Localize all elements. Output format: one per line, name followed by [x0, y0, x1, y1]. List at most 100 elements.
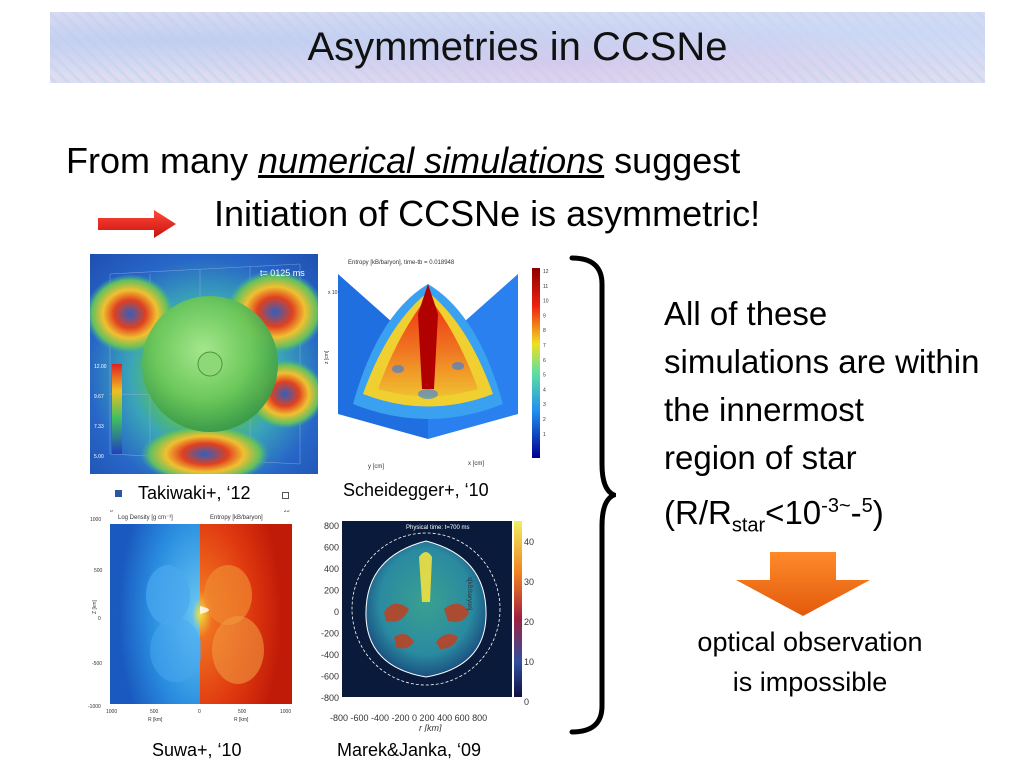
suwa-y-tick-neg1000: -1000 — [88, 704, 101, 710]
scheidegger-cbar-tick: 9 — [543, 313, 546, 319]
right-curly-brace-icon — [569, 255, 616, 735]
suwa-render: Log Density [g cm⁻³] Entropy [kB/baryon]… — [88, 510, 292, 723]
marek-cbar-tick: 40 — [524, 537, 534, 547]
radius-dash: - — [850, 494, 862, 531]
radius-close: ) — [872, 494, 884, 531]
scheidegger-cbar-tick: 1 — [543, 432, 546, 438]
marek-cbar-tick: 10 — [524, 657, 534, 667]
takiwaki-cb-bot: 5.00 — [94, 454, 104, 460]
radius-open: (R/R — [664, 494, 732, 531]
marek-colorbar-ticks: 40 30 20 10 0 — [524, 537, 534, 707]
red-arrow-icon — [98, 210, 176, 238]
marek-x-label: r [km] — [419, 723, 442, 732]
suwa-x-tick-500-left: 500 — [150, 709, 159, 715]
suwa-x-tick-0: 0 — [198, 709, 201, 715]
scheidegger-cbar-tick: 10 — [543, 299, 549, 305]
suwa-cb-left: 6 — [110, 510, 113, 514]
caption-marek-janka: Marek&Janka, ‘09 — [337, 740, 482, 760]
slide-title: Asymmetries in CCSNe — [307, 25, 728, 69]
radius-subscript: star — [731, 514, 766, 537]
square-outline-icon — [282, 492, 289, 499]
marek-x-ticks: -800 -600 -400 -200 0 200 400 600 800 — [330, 713, 487, 723]
suwa-y-tick-500: 500 — [94, 568, 103, 574]
takiwaki-cb-mid2: 7.33 — [94, 424, 104, 430]
marek-y-tick: -400 — [321, 650, 339, 660]
scheidegger-cbar-tick: 4 — [543, 387, 546, 393]
suwa-z-label: Z [km] — [92, 600, 98, 614]
marek-cbar-tick: 0 — [524, 697, 529, 707]
scheidegger-cbar-tick: 8 — [543, 328, 546, 334]
intro-emphasis: numerical simulations — [258, 140, 605, 181]
scheidegger-cbar-tick: 11 — [543, 284, 548, 290]
result-line-2: is impossible — [732, 667, 888, 697]
takiwaki-cb-top: 12.00 — [94, 364, 107, 370]
scheidegger-x-axis: x [cm] — [468, 461, 484, 467]
takiwaki-time: t= 0125 ms — [260, 268, 305, 278]
side-line-4: region of star — [664, 439, 857, 476]
suwa-r-label-right: R [km] — [234, 717, 249, 723]
marek-cbar-tick: 20 — [524, 617, 534, 627]
result-line-1: optical observation — [697, 627, 923, 657]
intro-suffix: suggest — [604, 140, 741, 181]
takiwaki-render: t= 0125 ms 12.00 9.67 7.33 5.00 — [90, 263, 322, 474]
marek-time: Physical time: t=700 ms — [406, 525, 470, 531]
intro-prefix: From many — [66, 140, 259, 181]
intro-line: From many numerical simulations suggest — [66, 140, 740, 182]
caption-scheidegger: Scheidegger+, ‘10 — [343, 480, 489, 500]
result-text: optical observation is impossible — [660, 622, 960, 702]
side-line-2: simulations are within — [664, 343, 980, 380]
marek-y-tick: 600 — [324, 543, 339, 553]
scheidegger-cbar-tick: 6 — [543, 358, 546, 364]
marek-y-tick: -200 — [321, 629, 339, 639]
suwa-left-label: Log Density [g cm⁻³] — [118, 515, 173, 521]
marek-y-tick: -800 — [321, 693, 339, 703]
scheidegger-z-axis: z [cm] — [324, 350, 330, 364]
suwa-y-tick-0: 0 — [98, 616, 101, 622]
orange-down-arrow-icon — [736, 552, 870, 616]
marek-cbar-label: s[kB/baryon] — [466, 577, 472, 611]
suwa-y-tick-1000: 1000 — [90, 517, 101, 523]
scheidegger-render: Entropy [kB/baryon], time-tb = 0.018948 … — [324, 260, 549, 470]
scheidegger-simulation-image: Entropy [kB/baryon], time-tb = 0.018948 … — [318, 254, 556, 476]
marek-y-tick: 0 — [334, 607, 339, 617]
conclusion-line: Initiation of CCSNe is asymmetric! — [214, 193, 761, 234]
radius-exp-1: -3~ — [821, 495, 851, 517]
marek-cbar-tick: 30 — [524, 577, 534, 587]
marek-y-tick: 400 — [324, 564, 339, 574]
side-explanation: All of these simulations are within the … — [664, 290, 979, 550]
scheidegger-colorbar-ticks: 12 11 10 9 8 7 6 5 4 3 2 1 — [543, 269, 549, 438]
side-line-3: the innermost — [664, 391, 864, 428]
suwa-cb-right: 25 — [284, 510, 290, 514]
suwa-y-tick-neg500: -500 — [92, 661, 102, 667]
radius-exp-2: 5 — [861, 495, 873, 517]
suwa-x-tick-500-right: 500 — [238, 709, 247, 715]
marek-y-ticks: 800 600 400 200 0 -200 -400 -600 -800 — [321, 521, 339, 703]
scheidegger-y-axis: y [cm] — [368, 464, 384, 470]
scheidegger-cbar-tick: 2 — [543, 417, 546, 423]
scheidegger-cbar-tick: 3 — [543, 402, 546, 408]
scheidegger-cbar-tick: 7 — [543, 343, 546, 349]
scheidegger-exp: x 10⁷ — [328, 290, 339, 296]
suwa-x-tick-1000-right: 1000 — [280, 709, 291, 715]
title-bar: Asymmetries in CCSNe — [50, 12, 985, 83]
marek-y-tick: 200 — [324, 586, 339, 596]
square-icon — [115, 490, 122, 497]
scheidegger-cbar-tick: 5 — [543, 373, 546, 379]
takiwaki-cb-mid1: 9.67 — [94, 394, 104, 400]
caption-takiwaki: Takiwaki+, ‘12 — [138, 483, 251, 503]
marek-janka-simulation-image: Physical time: t=700 ms s[kB/baryon] -80… — [314, 517, 538, 732]
side-line-1: All of these — [664, 295, 828, 332]
caption-suwa: Suwa+, ‘10 — [152, 740, 242, 760]
side-line-5: (R/Rstar<10-3~-5) — [664, 482, 979, 550]
scheidegger-cbar-tick: 12 — [543, 269, 549, 275]
scheidegger-title: Entropy [kB/baryon], time-tb = 0.018948 — [348, 260, 455, 266]
suwa-right-label: Entropy [kB/baryon] — [210, 515, 263, 521]
takiwaki-simulation-image: t= 0125 ms 12.00 9.67 7.33 5.00 — [90, 254, 322, 474]
suwa-x-tick-1000-left: 1000 — [106, 709, 117, 715]
suwa-simulation-image: Log Density [g cm⁻³] Entropy [kB/baryon]… — [88, 510, 298, 732]
marek-janka-render: Physical time: t=700 ms s[kB/baryon] -80… — [321, 521, 534, 732]
marek-y-tick: -600 — [321, 672, 339, 682]
suwa-r-label-left: R [km] — [148, 717, 163, 723]
marek-y-tick: 800 — [324, 521, 339, 531]
radius-lt: <10 — [765, 494, 822, 531]
